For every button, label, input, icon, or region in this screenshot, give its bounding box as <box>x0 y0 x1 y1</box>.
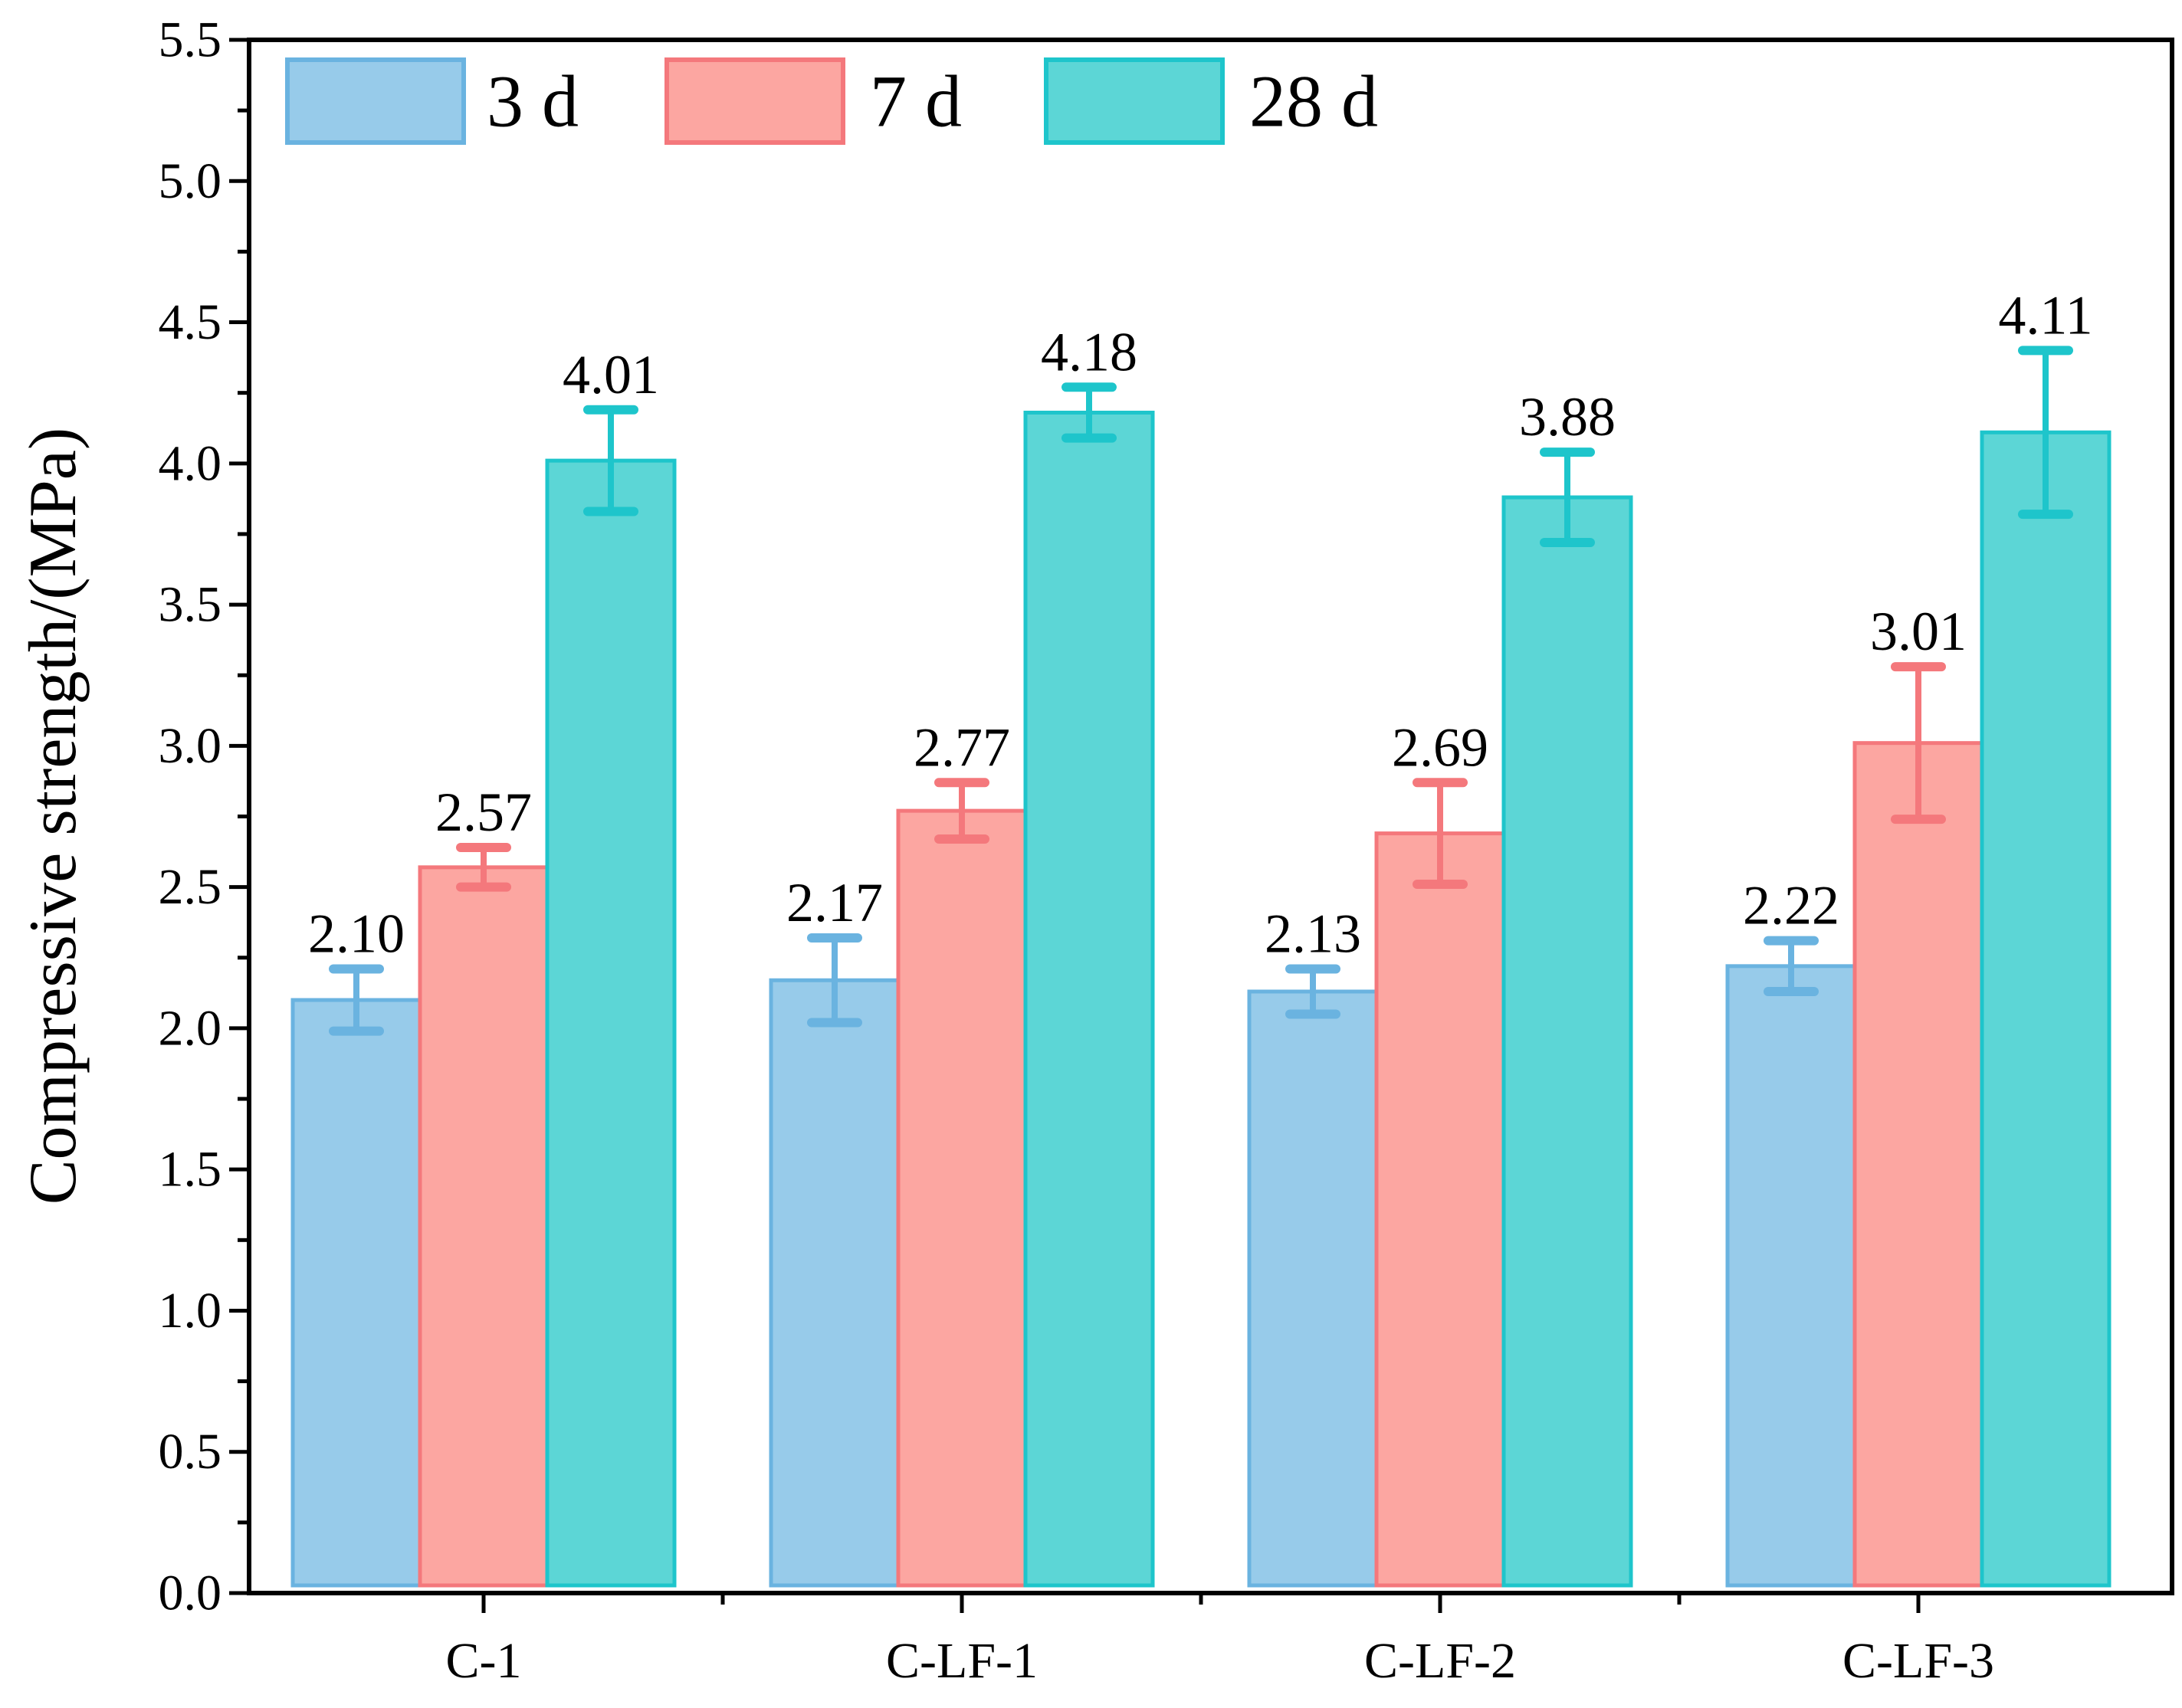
legend-swatch <box>664 57 845 145</box>
error-bar <box>1540 447 1595 548</box>
legend-swatch <box>285 57 466 145</box>
data-label: 2.17 <box>786 872 883 933</box>
data-label: 3.01 <box>1870 601 1967 662</box>
y-tick-label: 5.5 <box>159 12 222 68</box>
data-label: 2.57 <box>435 782 532 843</box>
bar-3d-C-LF-3 <box>1725 964 1857 1588</box>
bar-3d-C-LF-1 <box>769 978 901 1588</box>
y-tick-label: 3.0 <box>159 718 222 774</box>
error-bar <box>807 933 862 1028</box>
data-label: 3.88 <box>1519 386 1616 447</box>
error-bar <box>934 778 989 844</box>
bar-7d-C-LF-1 <box>896 808 1028 1588</box>
legend: 3 d 7 d 28 d <box>285 57 1378 145</box>
y-tick-label: 3.5 <box>159 577 222 633</box>
data-label: 2.77 <box>914 716 1010 778</box>
error-bar <box>1891 662 1946 824</box>
y-tick-label: 0.0 <box>159 1565 222 1621</box>
y-tick-label: 1.0 <box>159 1283 222 1339</box>
y-tick-label: 1.5 <box>159 1142 222 1198</box>
bar-7d-C-LF-2 <box>1374 831 1506 1588</box>
error-bar <box>1061 382 1117 443</box>
y-tick-label: 4.0 <box>159 435 222 491</box>
legend-swatch <box>1044 57 1225 145</box>
legend-label: 3 d <box>487 61 579 143</box>
error-bar <box>1285 964 1340 1019</box>
error-bars <box>329 346 2073 1036</box>
data-labels: 2.10 2.17 2.13 2.22 2.57 2.77 2.69 3.01 4.01 4.18… <box>308 284 2093 964</box>
data-label: 2.10 <box>308 903 405 965</box>
data-label: 4.01 <box>563 344 659 405</box>
x-tick-label: C-LF-2 <box>1364 1633 1516 1689</box>
error-bar <box>1413 778 1468 889</box>
bar-28d-C-LF-3 <box>1980 430 2111 1588</box>
y-tick-label: 4.5 <box>159 294 222 350</box>
x-tick-label: C-LF-1 <box>886 1633 1038 1689</box>
error-bar <box>456 843 511 892</box>
data-label: 2.69 <box>1392 716 1488 778</box>
bar-7d-C-LF-3 <box>1852 741 1984 1588</box>
data-label: 2.13 <box>1265 903 1361 965</box>
bar-3d-C-1 <box>290 998 422 1588</box>
data-label: 4.18 <box>1041 321 1137 382</box>
legend-label: 28 d <box>1249 61 1378 143</box>
bar-3d-C-LF-2 <box>1247 989 1379 1588</box>
error-bar <box>2018 346 2073 520</box>
y-tick-label: 5.0 <box>159 153 222 209</box>
y-axis-title: Compressive strength/(MPa) <box>16 428 90 1205</box>
bar-7d-C-1 <box>418 865 550 1588</box>
plot-frame <box>247 38 2174 1595</box>
error-bar <box>583 405 638 516</box>
y-tick-label: 2.0 <box>159 1000 222 1056</box>
legend-label: 7 d <box>870 61 962 143</box>
data-label: 4.11 <box>1998 284 2092 346</box>
bar-28d-C-LF-2 <box>1501 495 1633 1588</box>
x-axis-ticks: C-1 C-LF-1 C-LF-2 C-LF-3 <box>446 1593 1994 1689</box>
bar-28d-C-1 <box>545 458 677 1588</box>
error-bar <box>1764 936 1819 996</box>
y-tick-label: 0.5 <box>159 1424 222 1480</box>
x-tick-label: C-LF-3 <box>1842 1633 1994 1689</box>
error-bar <box>329 964 384 1036</box>
x-tick-label: C-1 <box>446 1633 522 1689</box>
y-tick-label: 2.5 <box>159 859 222 915</box>
bar-28d-C-LF-1 <box>1023 410 1155 1588</box>
data-label: 2.22 <box>1743 875 1839 936</box>
